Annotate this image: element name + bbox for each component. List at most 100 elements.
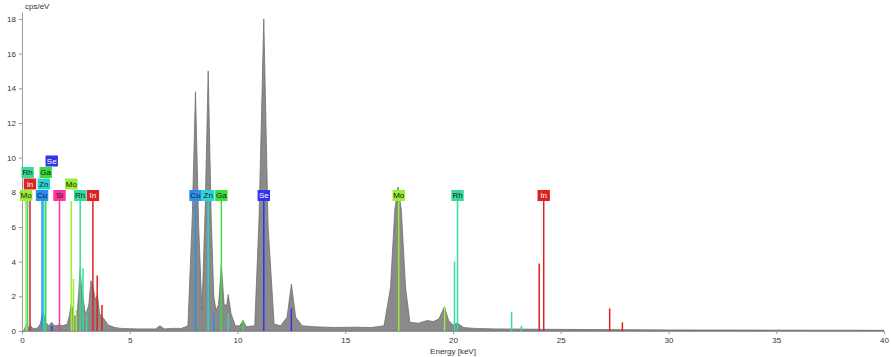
- element-label: Cu: [36, 190, 48, 201]
- element-label: Ga: [40, 167, 52, 178]
- element-label-box: [538, 190, 550, 201]
- background: [0, 0, 891, 357]
- x-axis-title: Energy [keV]: [430, 347, 476, 356]
- element-line: [444, 307, 446, 331]
- element-label-text: Se: [47, 157, 57, 166]
- element-label-box: [74, 190, 86, 201]
- element-line: [609, 308, 611, 331]
- y-tick: 0: [12, 327, 22, 336]
- y-tick-label: 12: [7, 119, 16, 128]
- element-label: Cu: [189, 190, 201, 201]
- element-label-box: [65, 179, 77, 190]
- element-label: Mo: [392, 190, 404, 201]
- element-label: In: [538, 190, 550, 201]
- element-label: Rh: [21, 167, 33, 178]
- element-label-box: [46, 156, 58, 167]
- plot-area: [22, 19, 884, 331]
- element-line: [242, 321, 244, 331]
- element-label: Rh: [451, 190, 463, 201]
- element-line: [227, 314, 229, 331]
- element-label-text: Zn: [39, 180, 48, 189]
- element-line: [29, 201, 31, 331]
- element-line: [207, 201, 209, 331]
- x-tick-label: 5: [128, 336, 133, 345]
- element-label-box: [202, 190, 214, 201]
- element-label-text: Rh: [75, 191, 85, 200]
- x-tick-label: 15: [341, 336, 350, 345]
- element-label-text: Rh: [452, 191, 462, 200]
- y-tick-mark: [19, 227, 22, 228]
- element-label-box: [40, 167, 52, 178]
- y-tick-label: 0: [12, 327, 17, 336]
- y-tick: 10: [7, 154, 22, 163]
- element-line: [291, 308, 293, 331]
- element-label-text: Si: [56, 191, 63, 200]
- element-line: [511, 312, 513, 331]
- y-tick-mark: [19, 296, 22, 297]
- y-tick-label: 16: [7, 50, 16, 59]
- x-tick: 15: [341, 331, 350, 345]
- y-tick-label: 4: [12, 258, 17, 267]
- y-tick-label: 2: [12, 292, 17, 301]
- y-tick-mark: [19, 331, 22, 332]
- element-label: Mo: [65, 179, 77, 190]
- x-tick-label: 30: [665, 336, 674, 345]
- y-tick-label: 6: [12, 223, 17, 232]
- y-tick: 2: [12, 292, 22, 301]
- element-label-text: Ga: [40, 168, 51, 177]
- y-tick-label: 8: [12, 188, 17, 197]
- spectrum-area: [22, 19, 884, 331]
- y-tick-label: 18: [7, 15, 16, 24]
- x-tick: 35: [772, 331, 781, 345]
- element-labels: CuCuZnZnGaGaSeSeSiMoMoMoInInInRhRhRh: [20, 156, 550, 202]
- x-tick-label: 10: [234, 336, 243, 345]
- x-tick-mark: [345, 331, 346, 334]
- element-line: [538, 263, 540, 331]
- y-tick-mark: [19, 158, 22, 159]
- y-tick-mark: [19, 19, 22, 20]
- element-line: [101, 305, 103, 331]
- y-tick-label: 14: [7, 84, 16, 93]
- element-label: In: [87, 190, 99, 201]
- y-tick: 18: [7, 15, 22, 24]
- y-tick: 16: [7, 50, 22, 59]
- element-line: [25, 201, 27, 331]
- element-label-text: Mo: [66, 180, 78, 189]
- x-tick: 30: [665, 331, 674, 345]
- element-label-box: [24, 179, 36, 190]
- element-label: Se: [46, 156, 58, 167]
- element-label-text: Ga: [216, 191, 227, 200]
- element-label: Mo: [20, 190, 32, 201]
- element-line: [27, 201, 29, 331]
- element-label: Zn: [38, 179, 50, 190]
- y-axis-title: cps/eV: [25, 2, 50, 11]
- element-label-text: In: [27, 180, 34, 189]
- x-tick: 25: [557, 331, 566, 345]
- y-tick-mark: [19, 54, 22, 55]
- y-tick-label: 10: [7, 154, 16, 163]
- y-tick: 14: [7, 84, 22, 93]
- element-line: [221, 201, 223, 331]
- element-label-box: [87, 190, 99, 201]
- element-line: [45, 201, 47, 331]
- element-label-text: Mo: [21, 191, 33, 200]
- element-label-box: [53, 190, 65, 201]
- element-line: [41, 201, 43, 331]
- element-label: Si: [53, 190, 65, 201]
- element-line: [82, 269, 84, 331]
- element-line: [79, 201, 81, 331]
- x-tick: 10: [234, 331, 243, 345]
- y-axis: 0 2 4 6 8 10 12 14 16 18: [7, 13, 22, 337]
- chart-svg: 0510152025303540024681012141618Energy [k…: [0, 0, 891, 357]
- element-label-text: Rh: [22, 168, 32, 177]
- element-label: Zn: [202, 190, 214, 201]
- element-label-box: [21, 167, 33, 178]
- element-label-box: [392, 190, 404, 201]
- element-label: Rh: [74, 190, 86, 201]
- y-tick: 6: [12, 223, 22, 232]
- element-label-box: [38, 179, 50, 190]
- element-line: [622, 322, 624, 331]
- y-tick-mark: [19, 262, 22, 263]
- element-line: [71, 201, 73, 331]
- element-line: [59, 201, 61, 331]
